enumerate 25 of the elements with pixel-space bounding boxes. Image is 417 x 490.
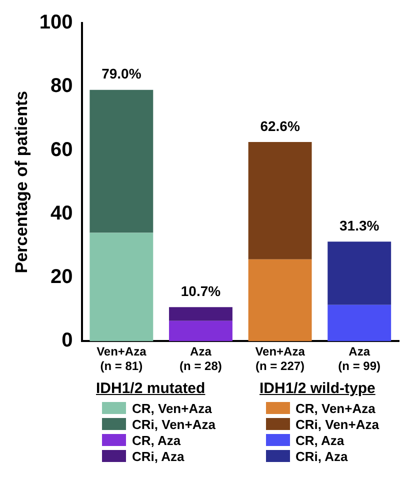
legend-label: CRi, Aza	[132, 448, 184, 464]
text: IDH1/2 wild-type	[260, 380, 376, 397]
x-tick-label: Ven+Aza (n = 227)	[255, 344, 306, 374]
total-label: 10.7%	[180, 283, 222, 300]
legend-label: CR, Aza	[132, 432, 181, 448]
y-tick-label: 20	[50, 266, 73, 288]
x-tick-label: Aza (n = 99)	[338, 344, 381, 374]
legend-label: CRi, Ven+Aza	[296, 416, 379, 432]
y-axis-title: Percentage of patients	[12, 90, 31, 274]
text: IDH1/2 mutated	[96, 380, 206, 397]
y-tick-label: 40	[50, 202, 73, 224]
y-tick-label: 80	[50, 75, 73, 98]
y-tick-label: 100	[39, 12, 73, 34]
legend-label: CRi, Aza	[296, 448, 348, 464]
legend-label: CR, Ven+Aza	[132, 400, 212, 416]
x-tick-label: Ven+Aza (n = 81)	[96, 344, 147, 374]
total-label: 31.3%	[339, 217, 380, 234]
legend-label: CRi, Ven+Aza	[132, 416, 216, 432]
x-tick-label: Aza (n = 28)	[180, 344, 222, 374]
y-tick-label: 60	[50, 138, 73, 161]
legend-label: CR, Ven+Aza	[296, 400, 376, 416]
legend-label: CR, Aza	[296, 432, 344, 448]
y-tick-label: 0	[62, 330, 73, 352]
total-label: 62.6%	[260, 118, 300, 134]
total-label: 79.0%	[102, 66, 142, 82]
